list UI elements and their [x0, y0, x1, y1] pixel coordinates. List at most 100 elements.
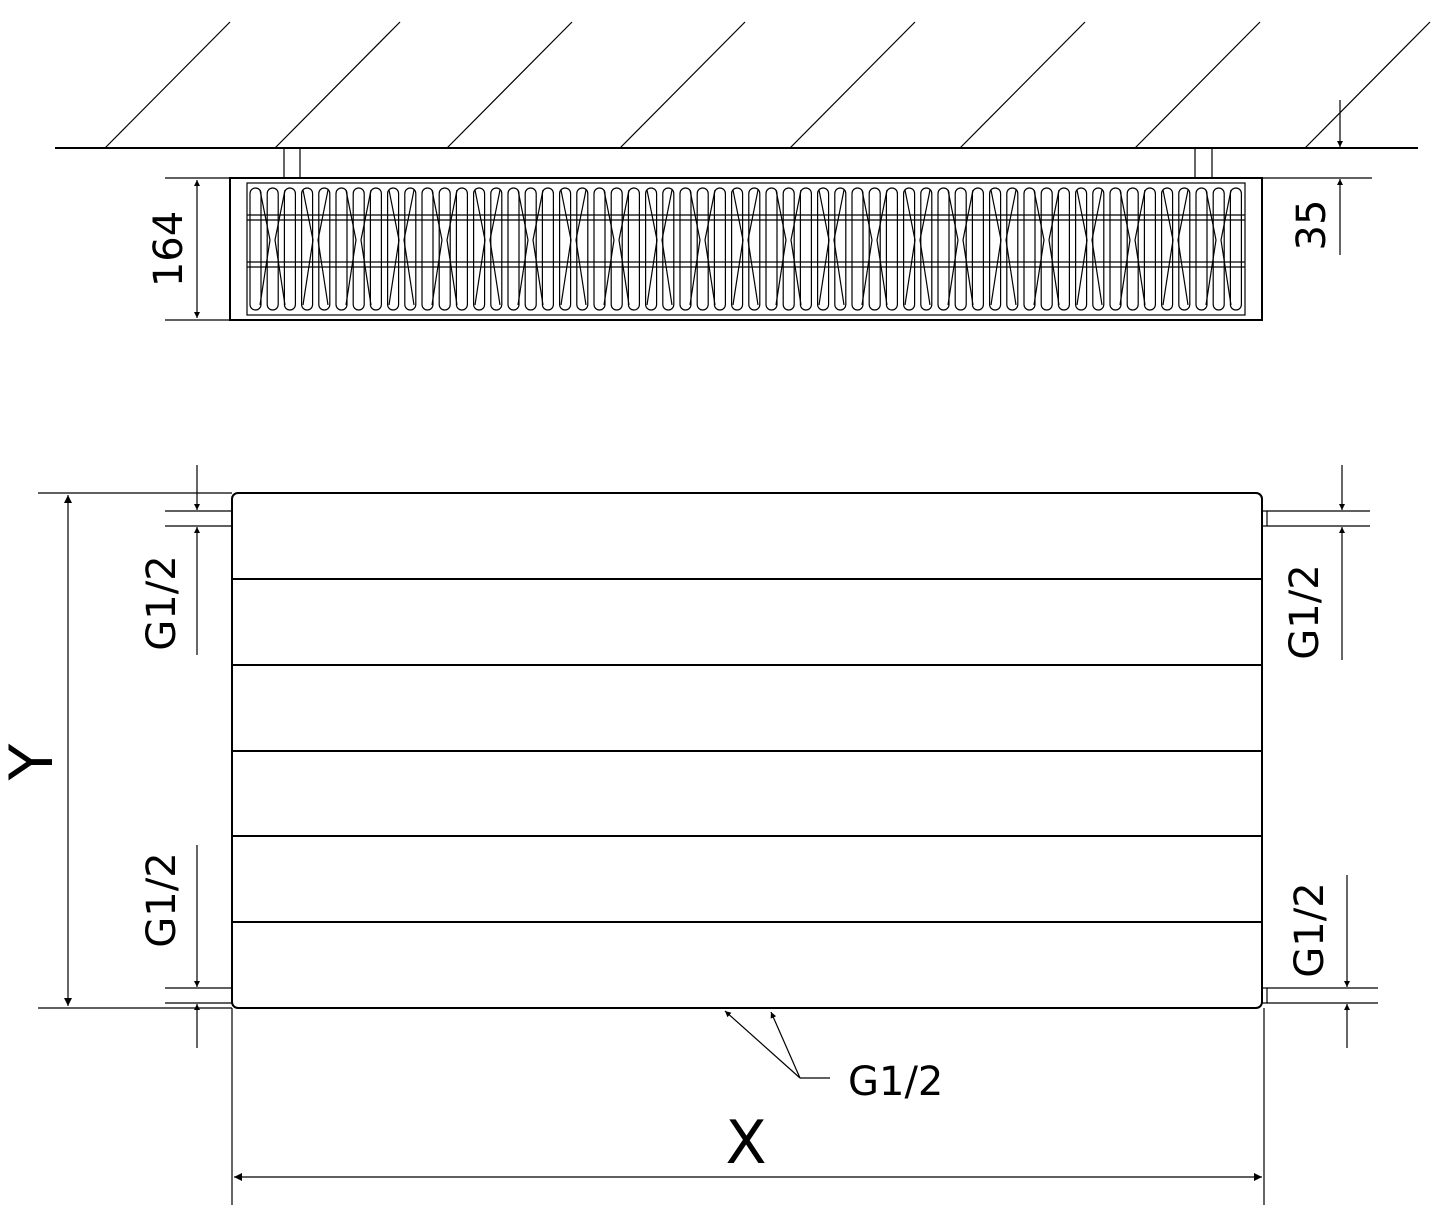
- fin: [473, 187, 486, 311]
- fin: [421, 187, 434, 311]
- wall-brackets: [283, 147, 1213, 179]
- fin-cross: [517, 189, 544, 306]
- left-top-connection-label: G1/2: [139, 555, 185, 650]
- fin: [558, 187, 572, 311]
- left-bottom-connection-dimension: G1/2: [139, 845, 232, 1048]
- fin: [799, 187, 813, 311]
- fin: [1023, 187, 1036, 311]
- right-top-connection-dimension: G1/2: [1267, 465, 1370, 660]
- fin-cross: [474, 189, 501, 306]
- right-top-connection-label: G1/2: [1282, 564, 1328, 659]
- top-view-outline: [229, 177, 1263, 321]
- wall-hatch-line: [959, 21, 1086, 149]
- fin-cross: [990, 189, 1017, 306]
- width-dimension: X: [231, 1008, 1265, 1205]
- wall-hatch-line: [104, 21, 231, 149]
- fin: [610, 187, 623, 311]
- wall-hatch-line: [619, 21, 746, 149]
- fin: [1126, 187, 1139, 311]
- fin: [335, 187, 348, 311]
- fin: [266, 187, 279, 311]
- wall-gap-dimension: 35: [1262, 100, 1372, 255]
- fin-cross: [775, 189, 802, 306]
- fin: [1074, 187, 1088, 311]
- fin: [507, 187, 520, 311]
- top-view-fin-area: [246, 182, 1246, 316]
- fin-cross: [818, 189, 845, 306]
- convector-fins: [249, 187, 1243, 311]
- fin-cross: [388, 189, 415, 306]
- fin: [1057, 187, 1071, 311]
- fin: [937, 187, 950, 311]
- wall-hatch-line: [274, 21, 401, 149]
- width-label: X: [725, 1108, 766, 1178]
- fin-cross: [904, 189, 931, 306]
- fin-cross: [646, 189, 673, 306]
- left-top-connection-dimension: G1/2: [139, 465, 232, 655]
- height-label: Y: [0, 743, 67, 781]
- fin: [627, 187, 641, 311]
- bottom-connection-leader: G1/2: [720, 1007, 943, 1105]
- fin: [249, 187, 262, 311]
- fin-cross: [603, 189, 630, 306]
- wall-hatch-line: [446, 21, 573, 149]
- fin: [541, 187, 555, 311]
- fin: [301, 187, 314, 311]
- fin: [593, 187, 606, 311]
- depth-label: 164: [146, 211, 192, 287]
- fin: [352, 187, 365, 311]
- wall: [55, 21, 1431, 149]
- fin-cross: [302, 189, 329, 306]
- fin-cross: [1162, 189, 1189, 306]
- fin-cross: [431, 189, 458, 306]
- right-bottom-connection-dimension: G1/2: [1267, 875, 1378, 1048]
- fin: [816, 187, 830, 311]
- fin-cross: [345, 189, 372, 306]
- fin-cross: [861, 189, 888, 306]
- fin-cross: [689, 189, 716, 306]
- front-view-radiator: [231, 492, 1268, 1009]
- fin: [524, 187, 537, 311]
- right-bottom-connection-label: G1/2: [1287, 882, 1333, 977]
- fin: [1229, 187, 1243, 311]
- fin: [954, 187, 967, 311]
- fin-cross: [259, 189, 286, 306]
- fin: [730, 187, 744, 311]
- fin: [387, 187, 400, 311]
- bottom-connection-label: G1/2: [848, 1059, 943, 1105]
- fin: [283, 187, 296, 311]
- fin-cross: [1205, 189, 1232, 306]
- fin-cross: [947, 189, 974, 306]
- wall-hatch-line: [1304, 21, 1431, 149]
- fin: [868, 187, 881, 311]
- fin: [1195, 187, 1208, 311]
- connection-stub-right-bottom: [1261, 987, 1268, 1004]
- fin: [679, 187, 692, 311]
- fin: [988, 187, 1002, 311]
- fin: [713, 187, 727, 311]
- fin-cross: [560, 189, 587, 306]
- fin: [1212, 187, 1225, 311]
- fin: [696, 187, 709, 311]
- fin-cross: [732, 189, 759, 306]
- fin-cross: [1119, 189, 1146, 306]
- wall-hatch-line: [789, 21, 916, 149]
- fin: [1040, 187, 1053, 311]
- left-bottom-connection-label: G1/2: [139, 852, 185, 947]
- fin: [885, 187, 899, 311]
- wall-hatch-line: [1134, 21, 1261, 149]
- fin: [1109, 187, 1122, 311]
- fin: [369, 187, 382, 311]
- fin: [782, 187, 795, 311]
- top-view-radiator: [229, 177, 1263, 321]
- bracket-right: [1194, 147, 1213, 179]
- wall-gap-label: 35: [1289, 200, 1335, 251]
- fin: [765, 187, 778, 311]
- fin: [971, 187, 985, 311]
- panel-profile-lines: [233, 578, 1261, 923]
- fin-cross: [1076, 189, 1103, 306]
- fin: [1160, 187, 1174, 311]
- fin-cross: [1033, 189, 1060, 306]
- bracket-left: [283, 147, 301, 179]
